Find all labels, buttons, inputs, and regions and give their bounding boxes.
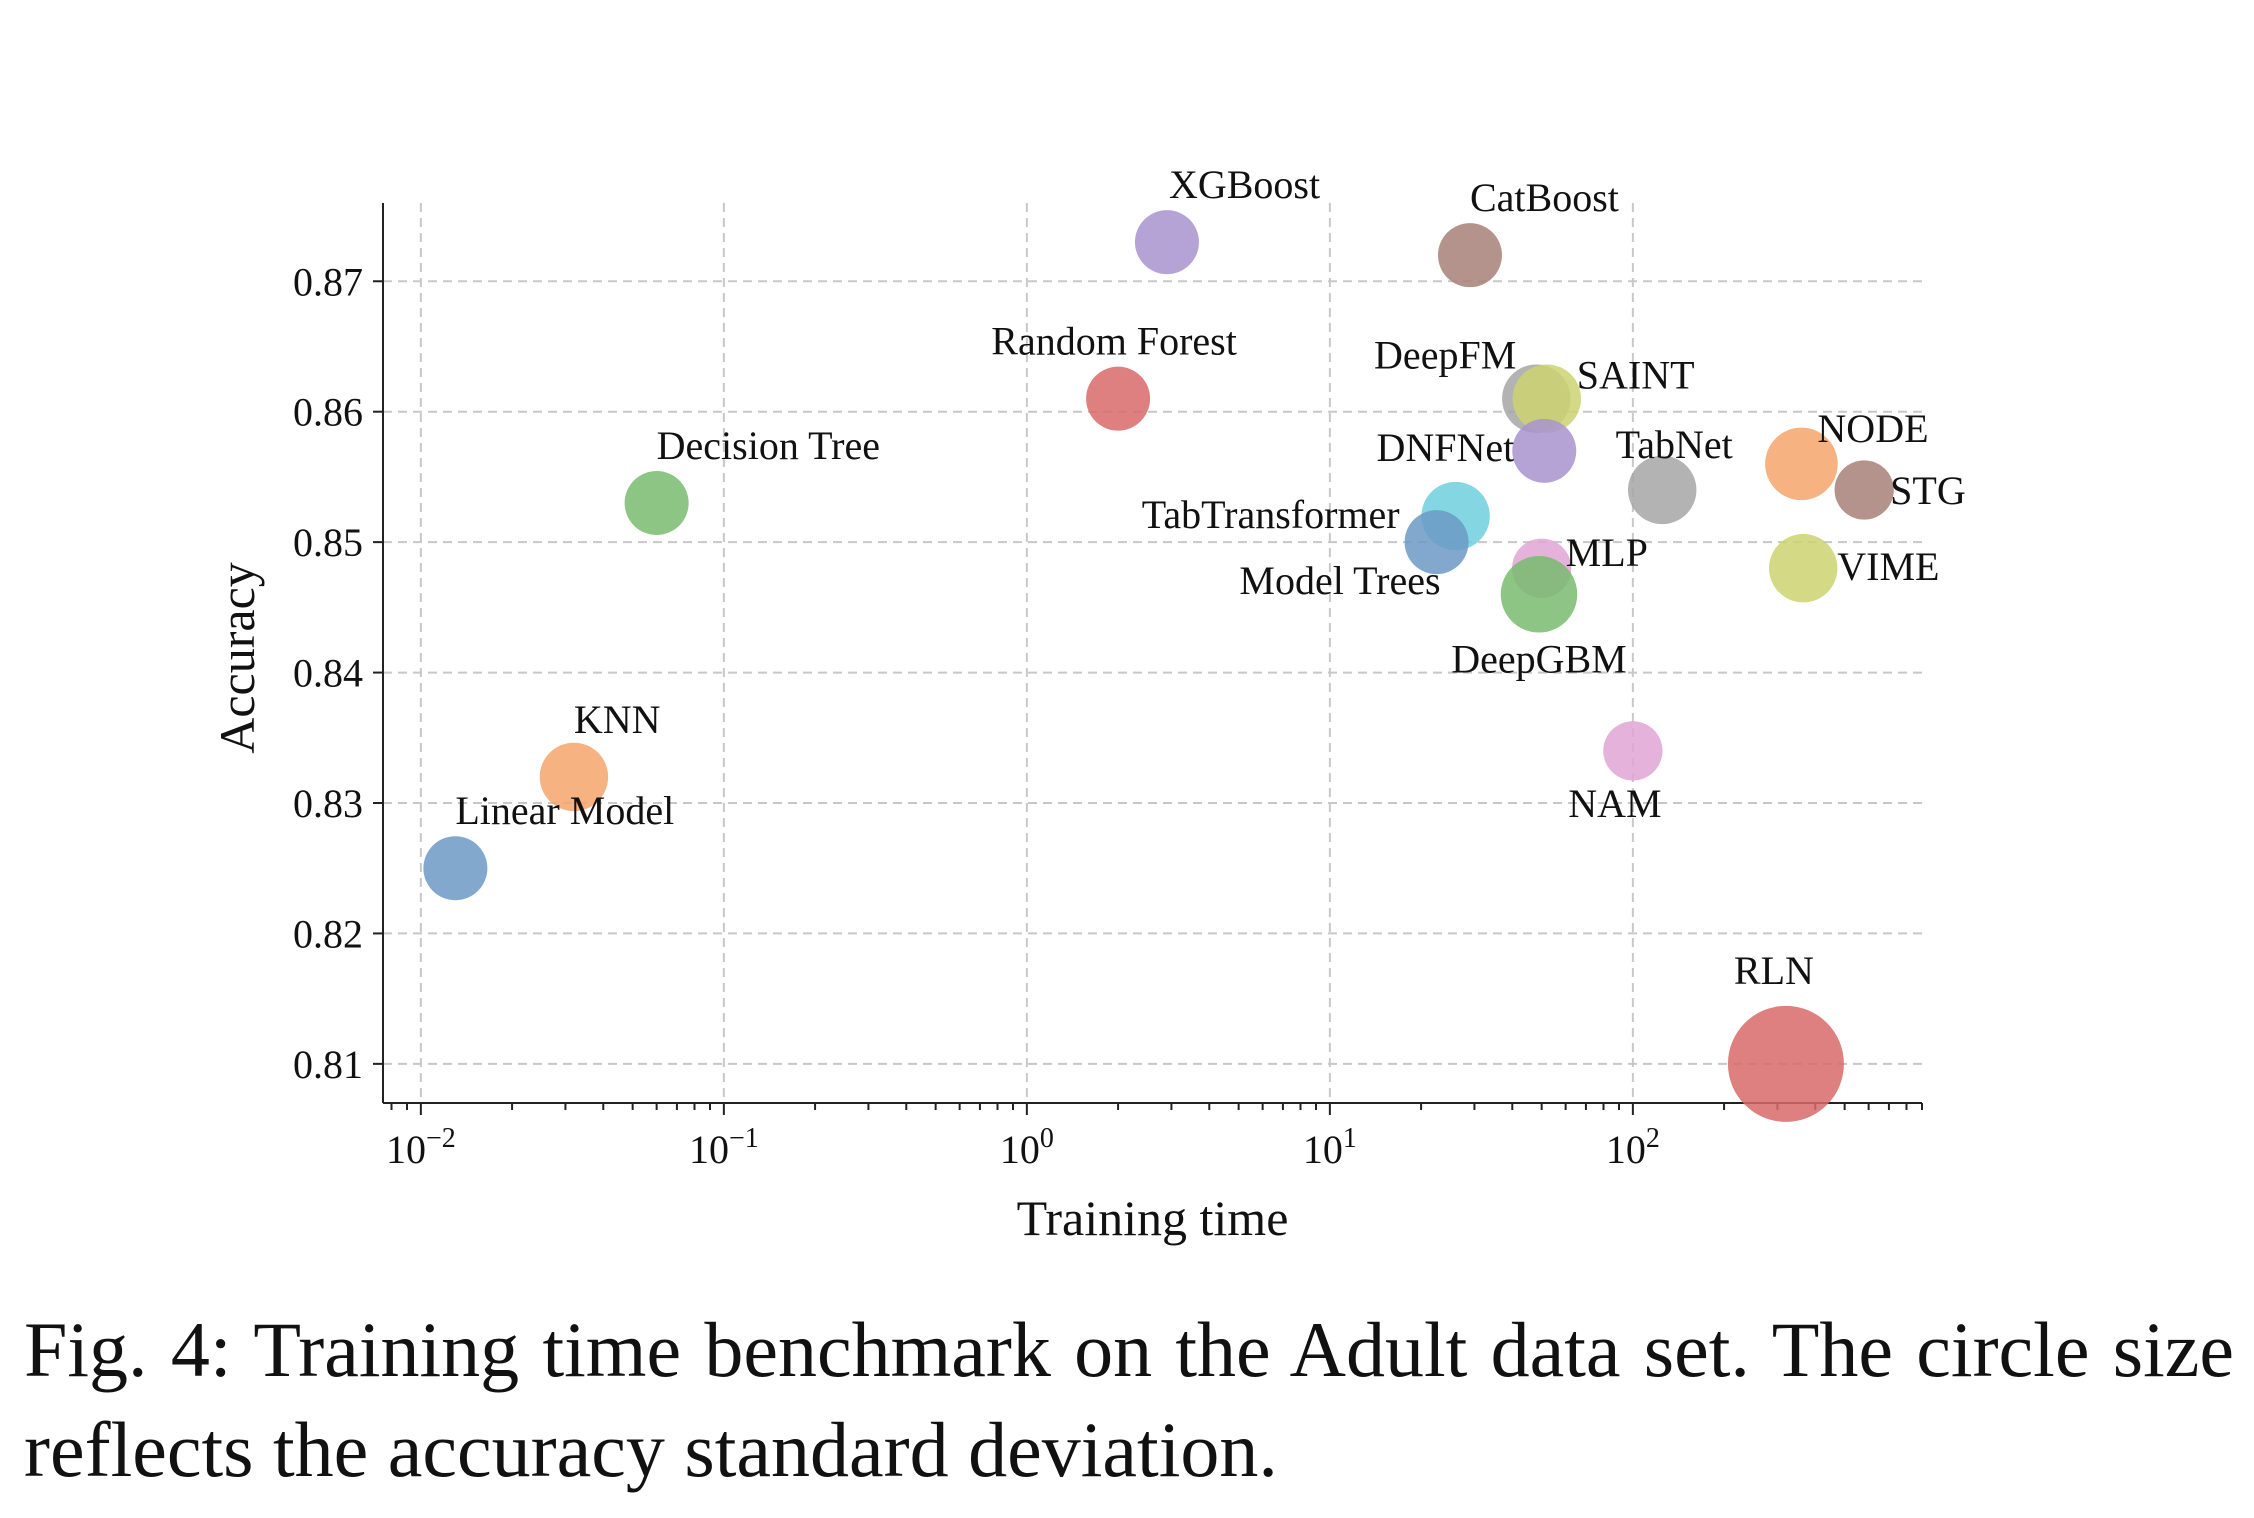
point-deepgbm	[1500, 556, 1578, 633]
point-random-forest	[1086, 366, 1151, 431]
label-saint: SAINT	[1577, 353, 1695, 398]
x-tick-label: 101	[1303, 1123, 1357, 1172]
x-tick-labels: 10−2 10−1 100 101 102	[386, 1123, 1660, 1172]
label-model-trees: Model Trees	[1239, 558, 1440, 603]
x-minor-ticks	[390, 1103, 1923, 1110]
label-random-forest: Random Forest	[991, 319, 1237, 364]
y-tick-labels: 0.81 0.82 0.83 0.84 0.85 0.86 0.87	[293, 259, 363, 1087]
point-labels: Linear Model KNN Decision Tree Random Fores…	[455, 162, 1965, 993]
label-knn: KNN	[574, 697, 661, 742]
x-axis-title: Training time	[1017, 1190, 1289, 1246]
label-catboost: CatBoost	[1470, 175, 1619, 220]
label-dnfnet: DNFNet	[1376, 425, 1514, 470]
axes	[373, 203, 1922, 1115]
label-mlp: MLP	[1566, 530, 1648, 575]
label-decision-tree: Decision Tree	[657, 423, 880, 468]
point-decision-tree	[624, 471, 689, 535]
y-tick-label: 0.85	[293, 520, 363, 565]
point-saint	[1512, 364, 1582, 433]
y-axis-title: Accuracy	[209, 562, 265, 754]
label-vime: VIME	[1837, 544, 1939, 589]
label-xgboost: XGBoost	[1169, 162, 1320, 207]
label-nam: NAM	[1568, 781, 1661, 826]
label-deepfm: DeepFM	[1374, 333, 1516, 378]
y-tick-label: 0.86	[293, 390, 363, 435]
x-tick-label: 102	[1606, 1123, 1660, 1172]
figure-caption: Fig. 4: Training time benchmark on the A…	[24, 1306, 2234, 1493]
point-tabnet	[1628, 455, 1697, 525]
y-tick-label: 0.81	[293, 1042, 363, 1087]
grid	[383, 203, 1922, 1103]
label-deepgbm: DeepGBM	[1451, 636, 1627, 681]
point-catboost	[1437, 223, 1502, 288]
label-rln: RLN	[1734, 948, 1814, 993]
point-vime	[1769, 534, 1838, 603]
point-rln	[1727, 1005, 1844, 1122]
label-stg: STG	[1890, 468, 1966, 513]
point-nam	[1603, 721, 1663, 781]
y-tick-label: 0.82	[293, 911, 363, 956]
point-node	[1765, 427, 1838, 501]
x-tick-label: 10−1	[689, 1123, 759, 1172]
data-points	[423, 210, 1894, 1122]
point-dnfnet	[1512, 418, 1577, 483]
x-tick-label: 100	[1000, 1123, 1054, 1172]
label-tabnet: TabNet	[1616, 422, 1733, 467]
point-xgboost	[1134, 210, 1199, 275]
x-tick-label: 10−2	[386, 1123, 456, 1172]
point-stg	[1834, 460, 1894, 520]
label-node: NODE	[1817, 406, 1928, 451]
point-linear-model	[423, 836, 488, 901]
y-tick-label: 0.83	[293, 781, 363, 826]
y-tick-label: 0.87	[293, 259, 363, 304]
y-tick-label: 0.84	[293, 651, 363, 696]
label-linear-model: Linear Model	[455, 788, 674, 833]
point-model-trees	[1404, 510, 1469, 575]
point-knn	[539, 742, 609, 812]
label-tabtransformer: TabTransformer	[1142, 492, 1400, 537]
